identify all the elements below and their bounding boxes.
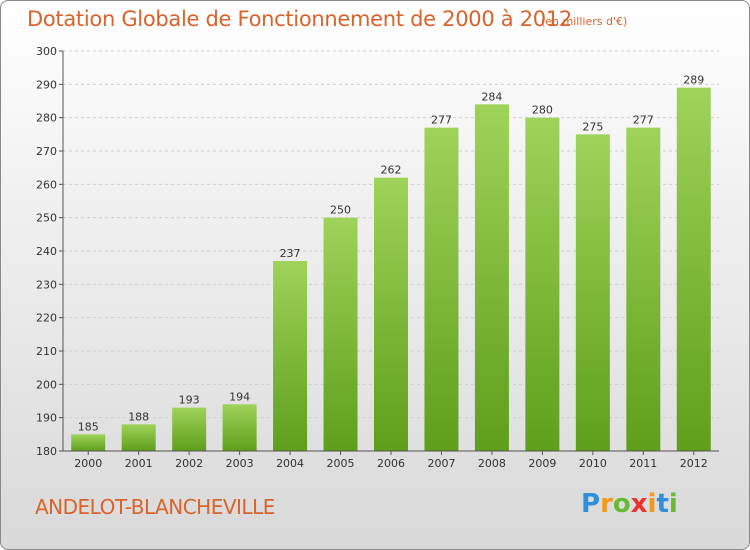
bar-value-label: 188 <box>128 410 149 423</box>
bar-value-label: 193 <box>179 394 200 407</box>
y-tick-label: 250 <box>36 212 57 225</box>
bar-value-label: 289 <box>683 74 704 87</box>
x-axis: 2000 2001 2002 2003 2004 2005 2006 2007 2008 2009… <box>63 450 719 470</box>
bar-2002 <box>172 407 207 451</box>
bar-2001 <box>121 424 156 451</box>
bar-2000 <box>71 434 106 451</box>
bar-2006 <box>374 177 408 451</box>
x-tick-label: 2000 <box>74 457 102 470</box>
x-tick-label: 2010 <box>579 457 607 470</box>
chart-unit: (en milliers d'€) <box>541 15 628 28</box>
bar-2012 <box>676 87 711 452</box>
x-tick-label: 2009 <box>528 457 556 470</box>
y-tick-label: 220 <box>36 312 57 325</box>
bar-value-label: 237 <box>280 247 301 260</box>
x-tick-label: 2001 <box>125 457 153 470</box>
bar-2007 <box>424 127 459 452</box>
bar-value-label: 250 <box>330 204 351 217</box>
bar-2003 <box>222 404 257 451</box>
bar-value-label: 277 <box>633 114 654 127</box>
y-tick-label: 280 <box>36 112 57 125</box>
x-tick-label: 2011 <box>629 457 657 470</box>
bar-value-label: 280 <box>532 104 553 117</box>
commune-name: ANDELOT-BLANCHEVILLE <box>35 495 275 519</box>
y-tick-label: 290 <box>36 78 57 91</box>
x-tick-label: 2004 <box>276 457 304 470</box>
bar-2010 <box>575 134 610 452</box>
bar-value-label: 277 <box>431 114 452 127</box>
bar-value-label: 185 <box>78 420 99 433</box>
bar-value-label: 194 <box>229 390 250 403</box>
bar-2004 <box>273 261 308 451</box>
y-tick-label: 240 <box>36 245 57 258</box>
bar-2008 <box>474 104 509 451</box>
x-tick-label: 2006 <box>377 457 405 470</box>
y-tick-label: 270 <box>36 145 57 158</box>
y-tick-label: 180 <box>36 445 57 458</box>
y-axis: 180 190 200 210 220 230 240 250 260 270 280 290 300 <box>36 45 64 458</box>
x-tick-label: 2005 <box>327 457 355 470</box>
x-tick-label: 2008 <box>478 457 506 470</box>
x-tick-label: 2002 <box>175 457 203 470</box>
y-tick-label: 210 <box>36 345 57 358</box>
x-tick-label: 2007 <box>427 457 455 470</box>
chart-title: Dotation Globale de Fonctionnement de 20… <box>27 7 572 31</box>
y-tick-label: 300 <box>36 45 57 58</box>
x-tick-label: 2012 <box>680 457 708 470</box>
y-tick-label: 200 <box>36 378 57 391</box>
bar-2005 <box>323 217 358 451</box>
proxiti-logo[interactable]: Proxiti <box>581 489 678 519</box>
y-tick-label: 230 <box>36 278 57 291</box>
bar-value-label: 284 <box>481 90 502 103</box>
bar-2009 <box>525 117 560 452</box>
y-tick-label: 190 <box>36 412 57 425</box>
bar-2011 <box>626 127 661 452</box>
bars: 185 188 193 194 237 250 262 277 284 280 275 277 289 <box>71 74 711 452</box>
bar-value-label: 275 <box>582 120 603 133</box>
y-tick-label: 260 <box>36 178 57 191</box>
bar-value-label: 262 <box>381 164 402 177</box>
x-tick-label: 2003 <box>226 457 254 470</box>
